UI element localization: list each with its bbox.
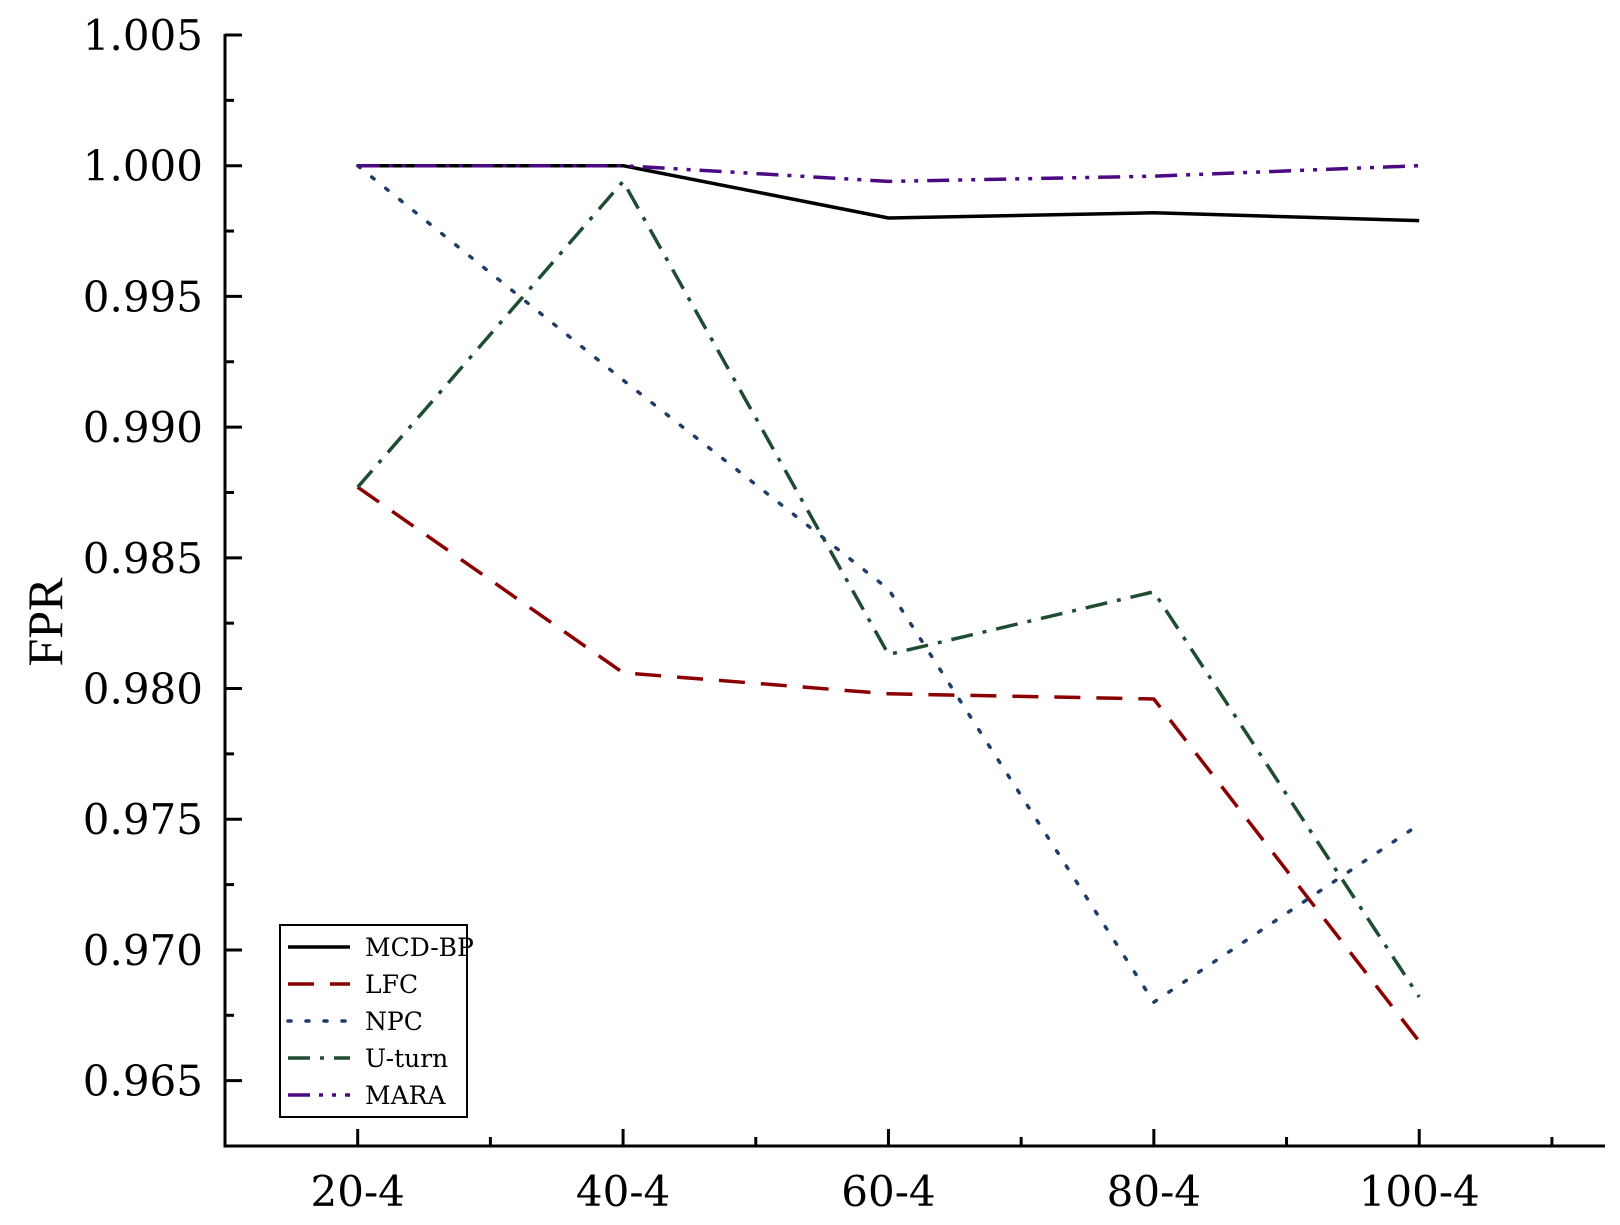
x-tick-label: 100-4 — [1359, 1167, 1480, 1216]
y-tick-label: 0.980 — [83, 665, 203, 714]
legend-label: LFC — [365, 970, 418, 999]
axes: 0.965 0.970 0.975 0.980 0.985 0.990 0.995 1.000… — [83, 11, 1605, 1216]
legend-box — [279, 924, 468, 1118]
legend-label: MARA — [365, 1081, 446, 1110]
x-tick-label: 20-4 — [311, 1167, 405, 1216]
y-tick-label: 0.975 — [83, 795, 203, 844]
y-tick-label: 1.000 — [83, 142, 203, 191]
legend-label: U-turn — [365, 1044, 448, 1073]
y-axis-title: FPR — [17, 577, 73, 667]
series-layer — [355, 163, 1421, 1043]
y-tick-label: 0.985 — [83, 534, 203, 583]
y-tick-label: 0.965 — [83, 1057, 203, 1106]
y-tick-label: 1.005 — [83, 11, 203, 60]
series-line-mcd-bp — [357, 163, 1420, 223]
y-tick-label: 0.995 — [83, 272, 203, 321]
series-line-mara — [357, 163, 1420, 184]
y-tick-label: 0.970 — [83, 926, 203, 975]
legend-label: MCD-BP — [365, 933, 474, 962]
legend: MCD-BP LFC NPC U-turn MARA — [279, 924, 474, 1118]
y-tick-label: 0.990 — [83, 403, 203, 452]
x-tick-label: 80-4 — [1107, 1167, 1201, 1216]
x-tick-label: 60-4 — [841, 1167, 935, 1216]
legend-label: NPC — [365, 1007, 423, 1036]
series-line-npc — [355, 163, 1421, 1004]
series-line-lfc — [356, 485, 1421, 1043]
series-line-u-turn — [356, 179, 1421, 998]
x-tick-label: 40-4 — [576, 1167, 670, 1216]
